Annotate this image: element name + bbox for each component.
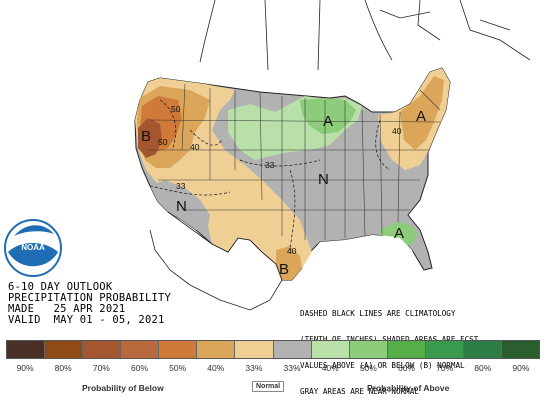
noaa-logo-text: NOAA [21, 243, 45, 252]
west-below-60-area [138, 118, 162, 158]
legend-swatch [349, 341, 388, 358]
legend-swatch [197, 341, 236, 358]
legend-caption-normal: Normal [252, 381, 285, 392]
legend-label: 70% [92, 363, 110, 373]
noaa-logo: NOAA [4, 219, 62, 277]
legend-label: 80% [474, 363, 492, 373]
contour-label: 50 [158, 137, 168, 147]
outlook-map: 50 50 40 33 33 40 40 B B A A A N N NOAA [4, 0, 531, 311]
legend-swatch [7, 341, 46, 358]
legend-swatch [83, 341, 122, 358]
note-line: (TENTH OF INCHES) SHADED AREAS ARE FCST [300, 334, 479, 344]
legend-label: 90% [16, 363, 34, 373]
legend-swatch [273, 341, 312, 358]
title-line: PRECIPITATION PROBABILITY [8, 292, 172, 304]
contour-label: 33 [176, 181, 186, 191]
legend-swatch [235, 341, 274, 358]
outlook-title-block: 6-10 DAY OUTLOOK PRECIPITATION PROBABILI… [8, 282, 171, 326]
legend-label: 60% [130, 363, 148, 373]
legend-swatch [45, 341, 84, 358]
contour-label: 40 [190, 142, 200, 152]
probability-legend-labels: 90% 80% 70% 60% 50% 40% 33% 33% 40% 50% 60% 70% 80% 9… [6, 363, 540, 375]
state-borders [148, 83, 441, 240]
legend-swatch [387, 341, 426, 358]
legend-label: 90% [512, 363, 530, 373]
contour-label: 40 [392, 126, 402, 136]
northeast-below-40-area [400, 76, 444, 150]
legend-caption-above: Probability of Above [367, 383, 450, 393]
title-line: VALID MAY 01 - 05, 2021 [8, 314, 165, 326]
contour-label: 40 [287, 246, 297, 256]
normal-label-southwest: N [176, 198, 187, 215]
legend-swatch [159, 341, 198, 358]
note-line: DASHED BLACK LINES ARE CLIMATOLOGY [300, 309, 456, 319]
legend-label: 50% [359, 363, 377, 373]
below-label-texas: B [279, 261, 289, 278]
note-line: VALUES ABOVE (A) OR BELOW (B) NORMAL [300, 360, 465, 370]
above-label-upper-midwest: A [323, 113, 333, 130]
legend-swatch [311, 341, 350, 358]
legend-label: 40% [321, 363, 339, 373]
southwest-normal-area [150, 180, 210, 230]
climatology-contours [149, 99, 391, 251]
probability-legend-bar [6, 340, 540, 359]
legend-label: 40% [207, 363, 225, 373]
legend-label: 80% [54, 363, 72, 373]
midwest-above-40-area [300, 98, 356, 134]
legend-label: 50% [169, 363, 187, 373]
normal-label-plains: N [318, 171, 329, 188]
contour-label: 33 [265, 160, 275, 170]
legend-swatch [425, 341, 464, 358]
texas-below-40-area [276, 246, 302, 280]
above-label-florida: A [394, 225, 404, 242]
legend-label: 60% [397, 363, 415, 373]
title-line: 6-10 DAY OUTLOOK [8, 281, 113, 293]
title-line: MADE 25 APR 2021 [8, 303, 126, 315]
canada-borders [199, 0, 531, 71]
note-line: GRAY AREAS ARE NEAR-NORMAL [300, 386, 419, 396]
mexico-border [149, 211, 283, 311]
gulf-water [302, 235, 418, 278]
above-label-northeast: A [416, 108, 426, 125]
climatology-note: DASHED BLACK LINES ARE CLIMATOLOGY (TENT… [300, 293, 545, 405]
legend-caption-below: Probability of Below [82, 383, 164, 393]
legend-label: 33% [245, 363, 263, 373]
legend-swatch [121, 341, 160, 358]
legend-label: 70% [436, 363, 454, 373]
legend-label: 33% [283, 363, 301, 373]
legend-swatch [502, 341, 540, 358]
legend-swatch [463, 341, 503, 358]
contour-label: 50 [171, 104, 181, 114]
below-label-west: B [141, 128, 151, 145]
